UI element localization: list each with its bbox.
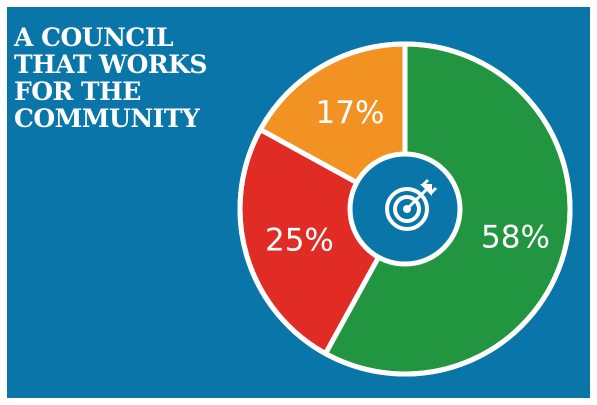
- chart-title: A COUNCIL THAT WORKS FOR THE COMMUNITY: [14, 24, 244, 132]
- target-icon: [385, 178, 438, 231]
- slice-label-green: 58%: [481, 219, 550, 255]
- slice-labels: 58% 25% 17%: [265, 95, 550, 259]
- title-line-4: COMMUNITY: [14, 104, 200, 133]
- title-line-2: THAT WORKS: [14, 50, 207, 79]
- slice-label-red: 25%: [265, 223, 334, 259]
- title-line-1: A COUNCIL: [14, 23, 174, 52]
- slice-label-orange: 17%: [316, 95, 385, 131]
- outer-ring: [237, 41, 573, 377]
- title-line-3: FOR THE: [14, 77, 141, 106]
